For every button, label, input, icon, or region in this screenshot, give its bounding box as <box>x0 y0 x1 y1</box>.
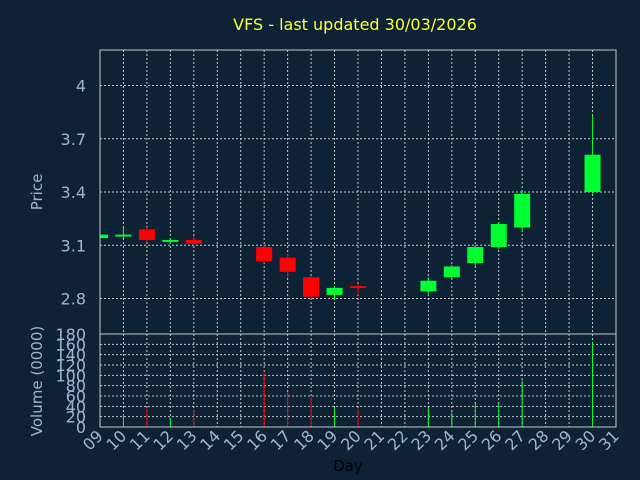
candle-body <box>584 154 601 192</box>
price-tick-label: 4 <box>76 77 86 96</box>
candle-body <box>100 234 108 239</box>
price-tick-label: 2.8 <box>61 290 86 309</box>
volume-bars <box>122 341 594 427</box>
price-y-tick-labels: 2.8 3.1 3.4 3.7 4 <box>61 77 86 309</box>
volume-tick-label: 20 <box>66 408 86 427</box>
volume-tick-label: 80 <box>66 377 86 396</box>
volume-tick-label: 160 <box>55 335 86 354</box>
price-tick-label: 3.1 <box>61 236 86 255</box>
volume-frame <box>99 333 617 428</box>
candle-body <box>279 257 296 272</box>
volume-tick-label: 40 <box>66 397 86 416</box>
candle-body <box>162 239 179 242</box>
volume-axis-label: Volume (0000) <box>28 326 46 436</box>
candle-body <box>303 277 320 297</box>
volume-tick-label: 0 <box>76 418 86 437</box>
price-candles <box>100 115 601 301</box>
candle-body <box>115 234 132 237</box>
price-tick-label: 3.7 <box>61 130 86 149</box>
panel-frames <box>99 49 617 428</box>
candle-body <box>350 286 366 289</box>
x-tick-labels: 0910111213141516171819202122232425262728… <box>79 426 623 454</box>
candle-body <box>138 229 155 240</box>
volume-tick-label: 100 <box>55 366 86 385</box>
volume-tick-label: 120 <box>55 356 86 375</box>
candle-body <box>490 223 507 248</box>
volume-tick-label: 60 <box>66 387 86 406</box>
candle-body <box>514 193 531 228</box>
candle-body <box>326 287 343 295</box>
candle-body <box>443 266 460 278</box>
price-panel: 2.8 3.1 3.4 3.7 4 <box>61 50 616 334</box>
candle-body <box>467 247 484 263</box>
candle-body <box>185 239 202 244</box>
volume-tick-label: 180 <box>55 325 86 344</box>
price-axis-label: Price <box>28 174 46 211</box>
chart-title: VFS - last updated 30/03/2026 <box>233 15 477 34</box>
x-axis-label: Day <box>333 457 363 475</box>
candle-body <box>256 247 273 262</box>
candle-body <box>420 280 437 292</box>
volume-tick-label: 140 <box>55 346 86 365</box>
price-tick-label: 3.4 <box>61 183 86 202</box>
